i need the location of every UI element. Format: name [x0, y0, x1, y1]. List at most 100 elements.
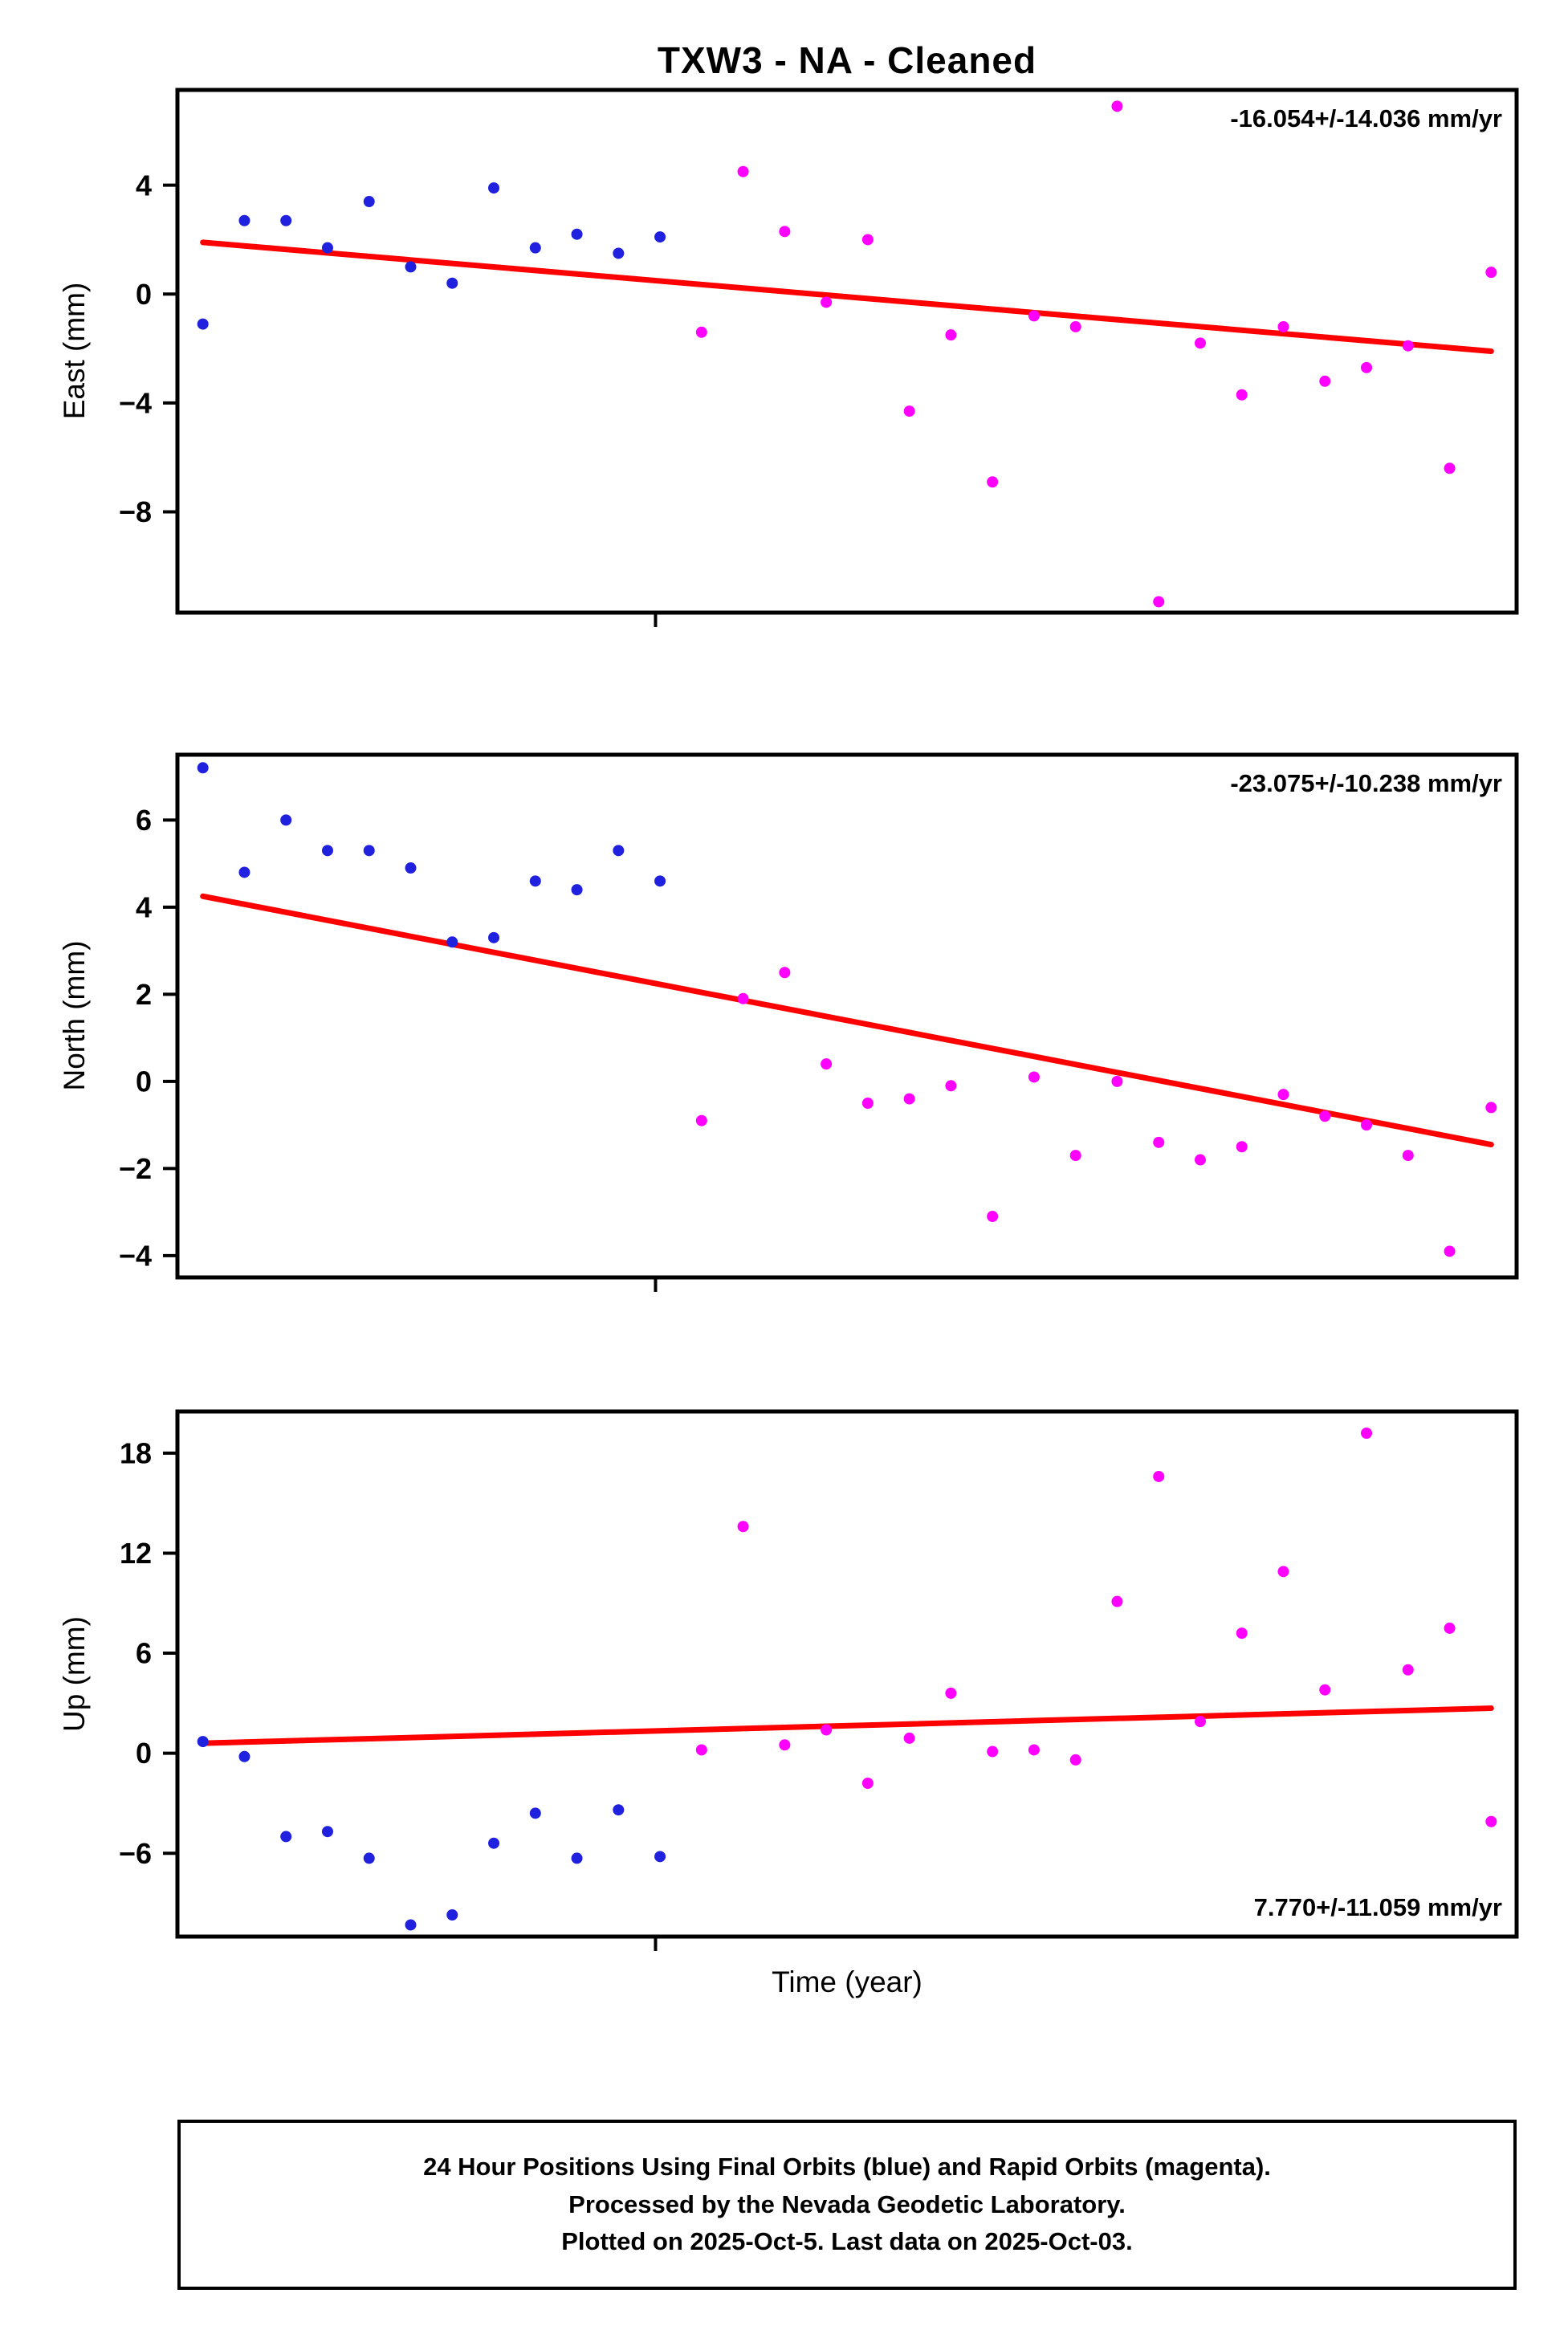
- data-point-final: [488, 931, 500, 943]
- data-point-rapid: [1153, 1136, 1165, 1148]
- y-tick-label: 4: [136, 169, 152, 202]
- data-point-rapid: [987, 1211, 999, 1223]
- data-point-rapid: [1277, 1089, 1289, 1101]
- data-point-rapid: [695, 326, 707, 338]
- footer-line-orbits: 24 Hour Positions Using Final Orbits (bl…: [423, 2153, 1271, 2181]
- plot-area-east: 4 0 −4 −8: [119, 88, 1519, 627]
- data-point-final: [446, 277, 458, 289]
- data-point-rapid: [945, 1687, 957, 1699]
- data-point-rapid: [1194, 1716, 1206, 1728]
- data-point-final: [238, 214, 250, 226]
- data-point-final: [529, 242, 541, 254]
- data-point-rapid: [861, 234, 874, 246]
- y-tick-label: −8: [119, 495, 152, 528]
- data-point-rapid: [779, 967, 791, 979]
- data-point-rapid: [1319, 1684, 1331, 1696]
- page-title: TXW3 - NA - Cleaned: [657, 39, 1037, 81]
- data-point-rapid: [1402, 1150, 1414, 1162]
- data-point-rapid: [1402, 340, 1414, 352]
- data-point-final: [571, 1852, 583, 1864]
- plot-area-up: 18 12 6 0 −6: [119, 1409, 1519, 1951]
- data-point-rapid: [1153, 1470, 1165, 1482]
- data-point-final: [488, 182, 500, 194]
- data-point-rapid: [1485, 1102, 1497, 1114]
- data-point-rapid: [1069, 1754, 1081, 1766]
- data-point-rapid: [903, 405, 915, 418]
- data-point-rapid: [987, 476, 999, 488]
- trend-annotation-up: 7.770+/-11.059 mm/yr: [1253, 1893, 1502, 1921]
- data-point-final: [363, 196, 375, 208]
- y-tick-label: −6: [119, 1837, 152, 1870]
- data-point-rapid: [1236, 1627, 1248, 1640]
- data-point-final: [405, 1919, 417, 1931]
- plot-area-north: 6 4 2 0 −2 −4: [119, 752, 1519, 1292]
- data-point-rapid: [861, 1777, 874, 1789]
- footer-line-dates: Plotted on 2025-Oct-5. Last data on 2025…: [561, 2227, 1133, 2256]
- data-point-rapid: [945, 329, 957, 341]
- data-point-final: [529, 875, 541, 887]
- data-point-rapid: [1319, 375, 1331, 387]
- trend-line: [200, 1705, 1494, 1746]
- data-point-rapid: [779, 1739, 791, 1751]
- footer-box: 24 Hour Positions Using Final Orbits (bl…: [177, 2120, 1517, 2290]
- data-point-rapid: [1485, 267, 1497, 279]
- data-point-rapid: [1194, 337, 1206, 349]
- data-point-final: [197, 1736, 209, 1748]
- y-tick-label: −4: [119, 1239, 152, 1272]
- y-tick-label: 2: [136, 978, 152, 1011]
- data-point-rapid: [1111, 100, 1123, 112]
- data-point-rapid: [861, 1098, 874, 1109]
- data-point-rapid: [1236, 1141, 1248, 1153]
- y-tick-label: 6: [136, 804, 152, 837]
- data-point-final: [321, 845, 333, 857]
- data-point-rapid: [1194, 1154, 1206, 1166]
- data-point-rapid: [695, 1114, 707, 1126]
- data-point-rapid: [1485, 1815, 1497, 1827]
- data-point-rapid: [1361, 361, 1373, 373]
- y-tick-label: −4: [119, 387, 152, 420]
- y-tick-label: −2: [119, 1152, 152, 1185]
- data-point-rapid: [1028, 1071, 1040, 1083]
- data-point-rapid: [1028, 310, 1040, 322]
- data-point-final: [654, 1851, 666, 1863]
- data-point-final: [405, 261, 417, 273]
- data-point-final: [363, 845, 375, 857]
- data-point-final: [613, 845, 625, 857]
- data-point-rapid: [1028, 1744, 1040, 1756]
- data-point-final: [238, 1750, 250, 1762]
- y-tick-label: 0: [136, 1065, 152, 1098]
- data-point-final: [197, 318, 209, 330]
- data-point-rapid: [695, 1744, 707, 1756]
- data-point-rapid: [1277, 1566, 1289, 1578]
- data-point-rapid: [1444, 462, 1456, 475]
- data-point-rapid: [945, 1080, 957, 1092]
- data-point-rapid: [1444, 1245, 1456, 1257]
- y-tick-label: 0: [136, 1737, 152, 1770]
- data-point-final: [363, 1852, 375, 1864]
- data-point-rapid: [1277, 320, 1289, 332]
- data-point-final: [197, 762, 209, 774]
- data-point-rapid: [903, 1093, 915, 1105]
- data-point-rapid: [903, 1732, 915, 1744]
- data-point-final: [405, 862, 417, 874]
- data-point-final: [529, 1807, 541, 1819]
- data-point-rapid: [737, 992, 749, 1004]
- data-point-final: [238, 866, 250, 878]
- data-point-final: [613, 247, 625, 259]
- data-point-rapid: [779, 226, 791, 238]
- data-point-rapid: [1402, 1664, 1414, 1676]
- data-point-rapid: [821, 1058, 833, 1070]
- plot-border: [175, 88, 1519, 615]
- data-point-final: [654, 875, 666, 887]
- data-point-final: [571, 228, 583, 240]
- data-point-rapid: [1444, 1622, 1456, 1634]
- data-point-rapid: [737, 1521, 749, 1533]
- data-point-rapid: [1069, 1150, 1081, 1162]
- footer-line-lab: Processed by the Nevada Geodetic Laborat…: [568, 2189, 1126, 2218]
- data-point-final: [321, 1826, 333, 1838]
- data-point-final: [321, 242, 333, 254]
- data-point-rapid: [1319, 1110, 1331, 1122]
- y-tick-label: 12: [120, 1537, 152, 1570]
- data-point-final: [654, 231, 666, 243]
